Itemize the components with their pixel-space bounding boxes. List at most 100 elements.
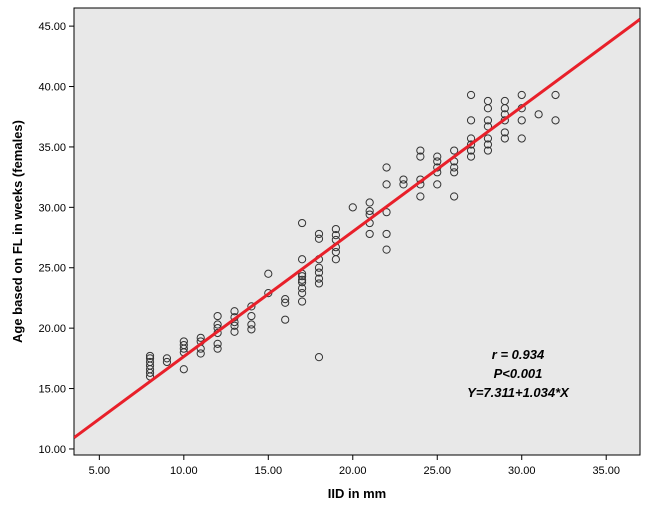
regression-line	[74, 18, 640, 439]
x-tick-label: 10.00	[170, 465, 198, 477]
data-point	[517, 90, 526, 100]
data-point	[382, 245, 391, 254]
data-point	[534, 110, 543, 119]
y-tick-label: 40.00	[38, 82, 66, 94]
data-point	[179, 365, 188, 374]
data-point	[179, 340, 188, 350]
data-point	[314, 229, 324, 239]
annotation-block: r = 0.934 P<0.001 Y=7.311+1.034*X	[467, 347, 570, 400]
data-point	[297, 284, 307, 293]
data-point	[230, 307, 239, 316]
data-point	[162, 354, 172, 363]
y-tick-label: 35.00	[38, 142, 66, 154]
data-point	[213, 311, 222, 321]
data-point	[551, 116, 560, 125]
data-point	[196, 333, 205, 342]
x-tick-label: 20.00	[339, 465, 367, 477]
x-axis-ticks: 5.00 10.00 15.00 20.00 25.00 30.00 35.00	[89, 455, 620, 477]
data-point	[213, 320, 222, 329]
data-point	[551, 90, 560, 100]
x-tick-label: 5.00	[89, 465, 110, 477]
x-axis-title: IID in mm	[328, 486, 387, 501]
annotation-p: P<0.001	[494, 366, 543, 381]
y-axis-title: Age based on FL in weeks (females)	[10, 120, 25, 343]
data-point	[297, 218, 307, 228]
x-tick-label: 35.00	[592, 465, 620, 477]
y-tick-label: 10.00	[38, 444, 66, 456]
data-point	[450, 192, 459, 201]
data-point	[500, 134, 509, 143]
y-tick-label: 25.00	[38, 263, 66, 275]
data-point	[382, 180, 391, 189]
y-tick-label: 30.00	[38, 202, 66, 214]
data-point	[466, 116, 476, 125]
data-point	[314, 263, 324, 272]
data-point	[517, 134, 526, 143]
data-point	[331, 231, 340, 240]
data-point	[416, 146, 425, 155]
data-point	[213, 344, 222, 353]
data-point	[331, 224, 340, 234]
data-point	[466, 134, 476, 143]
x-tick-label: 30.00	[508, 465, 536, 477]
data-point	[297, 289, 307, 298]
data-point	[314, 234, 324, 243]
data-point	[297, 278, 307, 287]
data-point	[466, 90, 476, 100]
data-point	[196, 349, 205, 358]
data-point	[500, 96, 509, 106]
data-point	[483, 134, 493, 143]
data-point	[382, 229, 391, 239]
data-point	[247, 311, 256, 321]
x-tick-label: 15.00	[255, 465, 283, 477]
data-point	[433, 152, 442, 161]
x-tick-label: 25.00	[423, 465, 451, 477]
data-point	[314, 274, 324, 283]
y-tick-label: 15.00	[38, 384, 66, 396]
data-point	[450, 146, 459, 155]
data-point	[466, 146, 476, 155]
data-point	[466, 140, 476, 149]
data-point	[145, 351, 155, 361]
data-point	[213, 339, 222, 348]
data-point	[247, 302, 256, 311]
data-point	[281, 295, 290, 304]
data-point	[179, 337, 188, 346]
data-point	[314, 268, 324, 277]
data-point	[162, 357, 172, 367]
data-point	[314, 279, 324, 288]
data-point	[145, 354, 155, 363]
data-point	[247, 320, 256, 329]
data-point	[399, 180, 408, 189]
data-point	[264, 269, 273, 278]
plot-area	[73, 7, 641, 456]
data-point	[416, 192, 425, 201]
data-point	[450, 168, 459, 177]
data-point	[145, 357, 155, 367]
data-point	[281, 298, 290, 307]
data-point	[450, 163, 459, 172]
y-tick-label: 20.00	[38, 323, 66, 335]
annotation-r: r = 0.934	[492, 347, 545, 362]
y-tick-label: 45.00	[38, 21, 66, 33]
data-point	[483, 146, 493, 155]
data-point	[382, 163, 391, 172]
data-point	[365, 206, 374, 216]
data-point	[297, 275, 307, 284]
data-point	[433, 180, 442, 189]
data-point	[297, 297, 307, 306]
data-point	[247, 325, 256, 334]
data-point	[365, 229, 374, 239]
data-point	[297, 255, 307, 264]
data-point	[483, 116, 493, 125]
data-point	[331, 247, 340, 257]
y-axis-ticks: 10.00 15.00 20.00 25.00 30.00 35.00 40.00 45.00	[38, 21, 74, 456]
data-point	[365, 198, 374, 207]
data-point	[483, 140, 493, 149]
data-point	[399, 175, 408, 184]
annotation-equation: Y=7.311+1.034*X	[467, 385, 570, 400]
data-point	[433, 157, 442, 166]
data-point	[230, 321, 239, 330]
